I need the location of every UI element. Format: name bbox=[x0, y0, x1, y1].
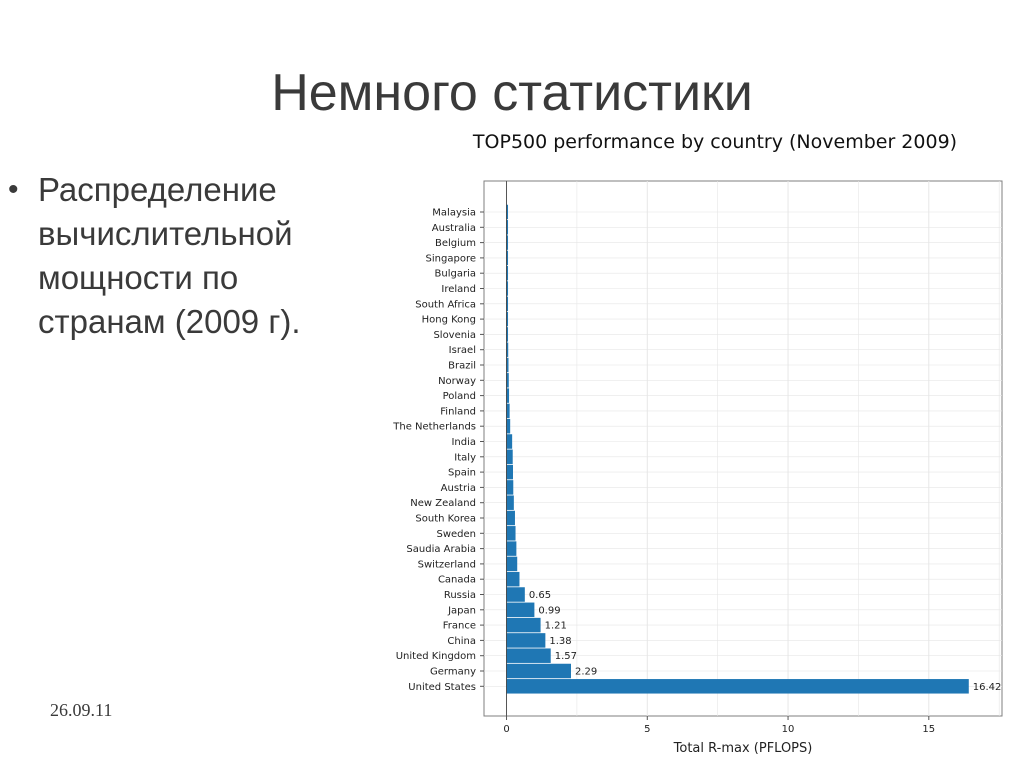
bar-slovenia bbox=[506, 327, 509, 342]
x-tick-label: 10 bbox=[782, 724, 795, 735]
bar-south-africa bbox=[506, 296, 509, 312]
category-label: Spain bbox=[448, 468, 476, 479]
category-label: Ireland bbox=[441, 284, 476, 295]
bar-italy bbox=[506, 449, 513, 465]
category-label: Israel bbox=[449, 345, 476, 356]
category-label: Germany bbox=[430, 667, 476, 678]
bar-finland bbox=[506, 403, 510, 419]
bar-brazil bbox=[506, 357, 509, 373]
bar-sweden bbox=[506, 526, 516, 541]
data-label: 0.99 bbox=[538, 605, 560, 616]
x-axis-label: Total R-max (PFLOPS) bbox=[673, 741, 813, 756]
bar-israel bbox=[506, 342, 509, 357]
category-label: Sweden bbox=[436, 529, 476, 540]
category-label: Austria bbox=[441, 483, 476, 494]
x-tick-label: 0 bbox=[503, 724, 509, 735]
bar-ireland bbox=[506, 281, 509, 296]
category-label: Italy bbox=[454, 452, 476, 463]
category-label: The Netherlands bbox=[392, 422, 476, 433]
data-label: 1.38 bbox=[549, 636, 571, 647]
bar-bulgaria bbox=[506, 265, 509, 281]
category-label: Saudia Arabia bbox=[406, 544, 476, 555]
slide-title: Немного статистики bbox=[271, 64, 753, 122]
data-label: 16.42 bbox=[973, 682, 1002, 693]
category-label: Australia bbox=[432, 223, 476, 234]
bar-japan bbox=[506, 602, 535, 618]
category-label: Brazil bbox=[448, 361, 476, 372]
category-label: Switzerland bbox=[418, 559, 476, 570]
category-label: Singapore bbox=[426, 253, 476, 264]
bullet-dot-icon: • bbox=[8, 173, 19, 206]
bar-australia bbox=[506, 220, 509, 235]
data-label: 1.21 bbox=[545, 621, 567, 632]
bullet-item: • Распределение вычислительной мощности … bbox=[8, 168, 348, 344]
bar-singapore bbox=[506, 250, 509, 266]
category-label: Belgium bbox=[435, 238, 476, 249]
bar-china bbox=[506, 633, 546, 648]
bar-norway bbox=[506, 373, 509, 388]
bar-united-states bbox=[506, 679, 969, 694]
category-label: Russia bbox=[444, 590, 476, 601]
data-label: 2.29 bbox=[575, 667, 597, 678]
category-label: Canada bbox=[438, 575, 476, 586]
bar-new-zealand bbox=[506, 495, 514, 510]
bar-switzerland bbox=[506, 556, 518, 572]
bullet-text: Распределение вычислительной мощности по… bbox=[38, 171, 301, 340]
category-label: China bbox=[447, 636, 476, 647]
category-label: Malaysia bbox=[432, 208, 476, 219]
bar-canada bbox=[506, 571, 520, 587]
bar-saudia-arabia bbox=[506, 541, 517, 556]
category-label: South Korea bbox=[415, 514, 476, 525]
category-label: Bulgaria bbox=[435, 269, 476, 280]
bar-the-netherlands bbox=[506, 418, 511, 434]
bar-chart: TOP500 performance by country (November … bbox=[392, 131, 1003, 756]
x-tick-label: 15 bbox=[922, 724, 935, 735]
category-label: New Zealand bbox=[410, 498, 476, 509]
bar-poland bbox=[506, 388, 510, 403]
data-label: 1.57 bbox=[555, 651, 577, 662]
category-label: Slovenia bbox=[433, 330, 476, 341]
category-label: United Kingdom bbox=[396, 651, 476, 662]
bar-india bbox=[506, 434, 513, 449]
category-label: Poland bbox=[443, 391, 476, 402]
data-label: 0.65 bbox=[529, 590, 551, 601]
x-tick-label: 5 bbox=[644, 724, 650, 735]
bar-united-kingdom bbox=[506, 648, 551, 663]
bar-belgium bbox=[506, 235, 509, 250]
category-label: Finland bbox=[440, 406, 476, 417]
chart-title: TOP500 performance by country (November … bbox=[472, 131, 957, 153]
plot-frame bbox=[483, 180, 1003, 717]
bar-france bbox=[506, 617, 541, 633]
category-label: France bbox=[443, 621, 476, 632]
category-label: Hong Kong bbox=[422, 315, 476, 326]
bar-malaysia bbox=[506, 204, 509, 220]
bar-austria bbox=[506, 480, 514, 495]
category-label: Norway bbox=[438, 376, 476, 387]
bar-south-korea bbox=[506, 510, 515, 526]
category-label: South Africa bbox=[415, 299, 476, 310]
category-label: India bbox=[451, 437, 476, 448]
category-label: United States bbox=[408, 682, 476, 693]
bar-russia bbox=[506, 587, 525, 602]
bar-germany bbox=[506, 663, 571, 679]
footer-date: 26.09.11 bbox=[50, 700, 113, 720]
category-label: Japan bbox=[447, 605, 476, 616]
bar-spain bbox=[506, 464, 513, 480]
bar-hong-kong bbox=[506, 311, 509, 327]
